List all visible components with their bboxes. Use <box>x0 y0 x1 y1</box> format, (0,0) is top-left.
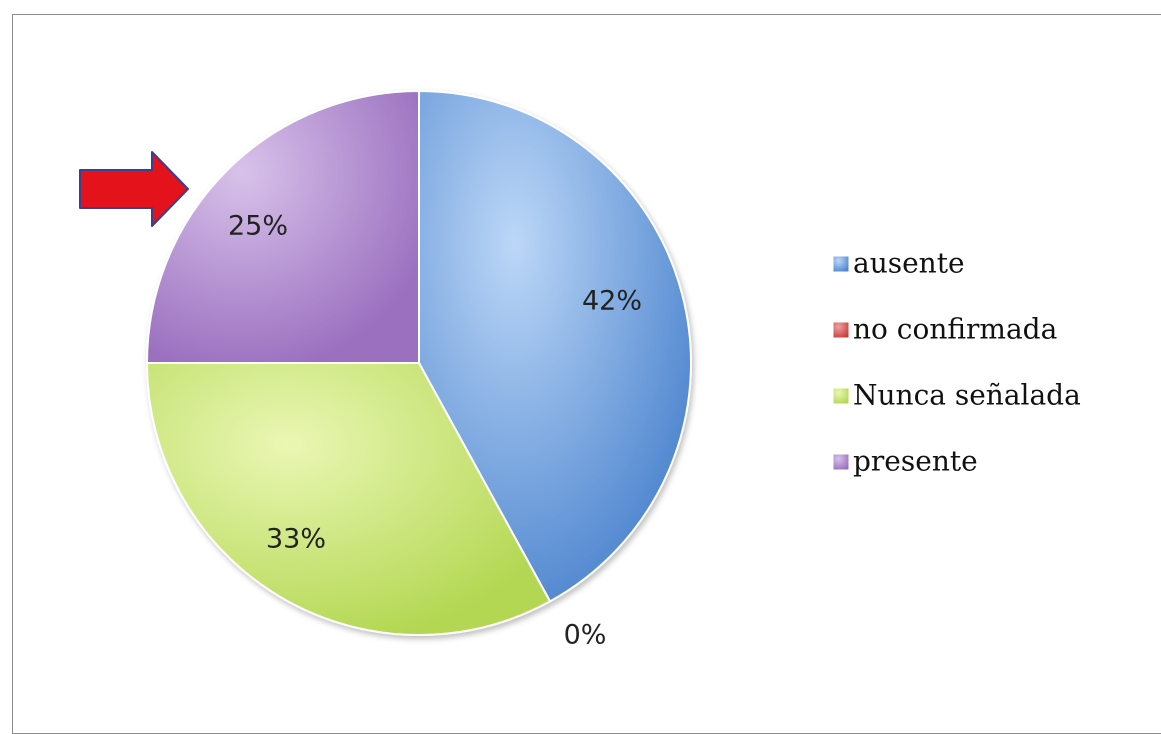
legend-swatch-nunca-senalada <box>832 387 850 405</box>
data-labels: 42% 0% 33% 25% <box>228 211 642 651</box>
data-label-nunca-senalada: 33% <box>266 524 326 555</box>
legend-label-presente: presente <box>853 445 978 478</box>
red-arrow-annotation <box>79 151 189 227</box>
pie-slice-ausente <box>418 89 692 603</box>
legend-swatch-no-confirmada <box>832 321 850 339</box>
legend-label-no-confirmada: no confirmada <box>853 313 1057 346</box>
pie-chart: 42% 0% 33% 25% ausente no confirmada Nunca se… <box>79 89 1081 651</box>
data-label-presente: 25% <box>228 211 288 242</box>
data-label-ausente: 42% <box>582 286 642 317</box>
pie-slices <box>145 89 692 636</box>
legend-swatch-presente <box>832 453 850 471</box>
legend-label-ausente: ausente <box>853 247 965 280</box>
pie-slice-presente <box>145 89 420 364</box>
data-label-no-confirmada: 0% <box>564 620 607 651</box>
legend-label-nunca-senalada: Nunca señalada <box>853 379 1081 412</box>
legend: ausente no confirmada Nunca señalada presen… <box>832 247 1081 478</box>
legend-swatch-ausente <box>832 255 850 273</box>
pie-slice-nunca-senalada <box>145 362 552 636</box>
